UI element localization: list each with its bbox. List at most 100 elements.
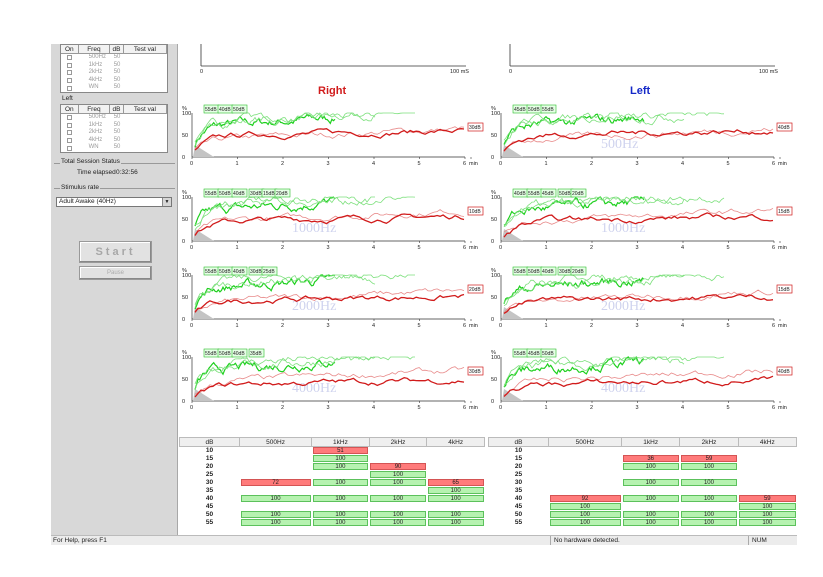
db-value: 50 [113,114,121,120]
response-cell-fail[interactable]: 59 [680,455,738,462]
y-tick-label: 0 [491,155,494,161]
response-cell-pass[interactable]: 100 [240,495,311,502]
level-tag-label: 20dB [572,269,584,275]
response-cell-pass[interactable]: 100 [370,471,426,478]
y-tick-label: 50 [182,377,188,383]
db-value: 50 [113,69,121,76]
response-cell-pass[interactable]: 100 [680,519,738,526]
response-cell-pass[interactable]: 100 [680,463,738,470]
response-cell-fail[interactable]: 59 [739,495,796,502]
frequency-watermark: 1000Hz [292,221,336,236]
right-table-header: On Freq dB Test val [61,45,167,54]
response-cell-pass[interactable]: 100 [370,511,426,518]
red-response-trace [194,293,465,313]
response-cell-pass[interactable]: 100 [680,511,738,518]
response-cell-fail[interactable]: 90 [370,463,426,470]
response-cell-pass[interactable]: 100 [622,463,679,470]
db-value: 50 [113,84,121,91]
freq-checkbox[interactable] [67,130,73,136]
chevron-down-icon[interactable]: ▼ [162,198,171,206]
stim-title: Stimulus rate [60,184,100,191]
response-cell-pass[interactable]: 100 [622,519,679,526]
response-cell-pass[interactable]: 100 [370,495,426,502]
y-tick-label: 50 [182,217,188,223]
freq-checkbox[interactable] [67,70,73,76]
db-level: 30 [514,479,523,486]
table-header-0: dB [488,437,549,447]
response-cell-pass[interactable]: 100 [427,511,484,518]
table-header-2: 1kHz [621,437,681,447]
response-cell-pass[interactable]: 100 [312,495,369,502]
response-cell-pass[interactable]: 100 [240,511,311,518]
response-cell-pass[interactable]: 100 [427,519,484,526]
table-row: 50 100 100 100 100 [489,511,797,519]
freq-row: 500Hz 50 [61,114,167,122]
freq-checkbox[interactable] [67,78,73,84]
freq-checkbox[interactable] [67,138,73,144]
freq-row: 2kHz 50 [61,69,167,77]
response-cell-pass[interactable]: 100 [680,495,738,502]
freq-checkbox[interactable] [67,85,73,91]
freq-checkbox[interactable] [67,115,73,121]
level-tag-label: 20dB [572,191,584,197]
start-button[interactable]: Start [79,241,152,263]
response-cell-pass[interactable]: 100 [240,519,311,526]
level-tag-label: 55dB [205,269,217,275]
db-level: 50 [205,511,214,518]
level-tag-label: 30dB [559,269,571,275]
green-response-trace [194,359,336,390]
pink-response-trace [194,209,465,235]
response-cell-pass[interactable]: 100 [680,479,738,486]
freq-checkbox[interactable] [67,145,73,151]
y-tick-label: 100 [491,273,500,279]
stimulus-rate-select[interactable]: Adult Awake (40Hz) ▼ [56,197,172,207]
response-cell-pass[interactable]: 100 [549,519,621,526]
response-cell-pass[interactable]: 100 [312,511,369,518]
response-cell-pass[interactable]: 100 [427,495,484,502]
response-cell-fail[interactable]: 72 [240,479,311,486]
end-level-label: 20dB [469,287,481,293]
response-cell-pass[interactable]: 100 [370,479,426,486]
freq-value: 1kHz [88,121,103,128]
response-cell-fail[interactable]: 51 [312,447,369,455]
db-level: 40 [514,495,523,502]
green-response-trace [503,355,645,388]
freq-checkbox[interactable] [67,122,73,128]
pink-response-trace [194,366,465,395]
col-freq: Freq [79,105,111,113]
level-tag-label: 40dB [233,269,245,275]
level-tag-label: 55dB [528,191,540,197]
freq-checkbox[interactable] [67,55,73,61]
response-cell-pass[interactable]: 100 [739,511,796,518]
response-cell-pass[interactable]: 100 [370,519,426,526]
response-cell-pass[interactable]: 100 [739,503,796,510]
response-cell-fail[interactable]: 36 [622,455,679,462]
level-tag-label: 40dB [514,191,526,197]
x-tick-label: 4 [372,245,375,251]
response-cell-pass[interactable]: 100 [312,479,369,486]
response-cell-pass[interactable]: 100 [622,511,679,518]
response-cell-pass[interactable]: 100 [312,463,369,470]
response-cell-pass[interactable]: 100 [312,519,369,526]
end-level-label: 40dB [778,125,790,131]
response-cell-pass[interactable]: 100 [549,511,621,518]
response-cell-fail[interactable]: 65 [427,479,484,486]
pause-button[interactable]: Pause [79,266,152,280]
level-tag-label: 50dB [528,269,540,275]
x-tick-label: 4 [681,245,684,251]
response-cell-pass[interactable]: 100 [312,455,369,462]
x-tick-label: 6 [463,323,466,329]
db-level: 45 [205,503,214,510]
response-cell-pass[interactable]: 100 [549,503,621,510]
freq-checkbox[interactable] [67,62,73,68]
db-level: 10 [514,447,523,455]
response-cell-fail[interactable]: 92 [549,495,621,502]
response-cell-pass[interactable]: 100 [622,479,679,486]
response-cell-pass[interactable]: 100 [622,495,679,502]
x-tick-label: 3 [327,405,330,411]
response-cell-pass[interactable]: 100 [427,487,484,494]
red-response-trace [194,377,465,398]
green-response-trace [194,274,376,308]
response-cell-pass[interactable]: 100 [739,519,796,526]
num-lock-indicator: NUM [748,536,778,545]
